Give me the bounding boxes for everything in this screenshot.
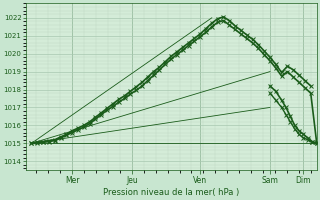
X-axis label: Pression niveau de la mer( hPa ): Pression niveau de la mer( hPa )	[103, 188, 239, 197]
